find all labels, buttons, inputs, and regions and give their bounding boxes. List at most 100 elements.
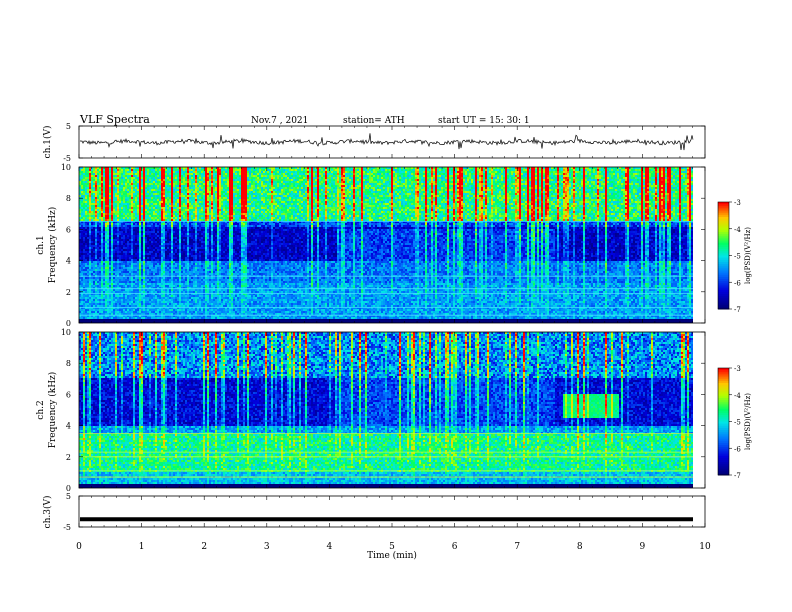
ch1-spectrogram-cell [129,203,131,205]
ch1-spectrogram-cell [109,303,111,305]
ch1-spectrogram-cell [91,191,93,193]
ch1-spectrogram-cell [127,201,129,203]
ch1-spectrogram-cell [137,189,139,191]
ch1-spectrogram-cell [135,281,137,283]
ch1-spectrogram-cell [139,179,141,181]
ch1-spectrogram-cell [121,279,123,281]
ch1-spectrogram-cell [89,211,91,213]
ch1-spectrogram-cell [163,229,165,231]
ch1-spectrogram-cell [119,265,121,267]
ch1-spectrogram-cell [147,285,149,287]
ch1-spectrogram-cell [169,169,171,171]
ch1-spectrogram-cell [109,297,111,299]
ch1-spectrogram-cell [171,285,173,287]
ch1-spectrogram-cell [179,185,181,187]
ch1-spectrogram-cell [115,231,117,233]
ch1-spectrogram-cell [105,213,107,215]
ch1-spectrogram-cell [109,189,111,191]
ch1-spectrogram-cell [117,239,119,241]
ch1-spectrogram-cell [117,201,119,203]
ch1-spectrogram-cell [173,181,175,183]
ch1-spectrogram-cell [105,197,107,199]
ch1-spectrogram-cell [109,191,111,193]
ch1-spectrogram-cell [185,211,187,213]
ch1-spectrogram-cell [149,187,151,189]
ch1-spectrogram-cell [119,237,121,239]
ch1-spectrogram-cell [105,203,107,205]
ch1-spectrogram-cell [127,231,129,233]
ch1-spectrogram-cell [149,239,151,241]
ch1-spectrogram-cell [159,261,161,263]
ch1-spectrogram-cell [145,297,147,299]
ch1-spectrogram-cell [109,245,111,247]
ch1-spectrogram-cell [95,309,97,311]
ch1-spectrogram-cell [117,181,119,183]
ch1-spectrogram-cell [87,281,89,283]
ch1-spectrogram-cell [127,277,129,279]
ch1-spectrogram-cell [125,219,127,221]
ch1-spectrogram-cell [121,171,123,173]
ch1-spectrogram-cell [133,183,135,185]
ch1-spectrogram-cell [125,285,127,287]
ch1-spectrogram-cell [117,265,119,267]
ch1-spectrogram-cell [171,209,173,211]
ch1-spectrogram-cell [183,177,185,179]
ch1-spectrogram-cell [145,199,147,201]
ch1-spectrogram-cell [115,203,117,205]
ch1-spectrogram-cell [147,203,149,205]
ch1-spectrogram-cell [183,289,185,291]
ch1-spectrogram-cell [169,213,171,215]
ch1-spectrogram-cell [165,185,167,187]
ch1-spectrogram-cell [161,233,163,235]
ch1-spectrogram-cell [163,215,165,217]
ch1-spectrogram-cell [99,261,101,263]
ch1-spectrogram-cell [129,229,131,231]
ch1-spectrogram-cell [185,179,187,181]
ch1-spectrogram-cell [81,299,83,301]
ch1-spectrogram-cell [129,183,131,185]
ch1-spectrogram-cell [115,311,117,313]
ch1-spectrogram-cell [159,311,161,313]
ch1-spectrogram-cell [177,253,179,255]
ch1-spectrogram-cell [161,311,163,313]
ch1-spectrogram-cell [117,281,119,283]
ch1-spectrogram-cell [157,241,159,243]
ch1-spectrogram-cell [153,289,155,291]
ch1-spectrogram-cell [139,285,141,287]
ch1-spectrogram-cell [111,281,113,283]
ch1-spectrogram-cell [85,251,87,253]
ch1-spectrogram-cell [157,209,159,211]
ch1-spectrogram-cell [121,237,123,239]
ch1-spectrogram-cell [155,217,157,219]
ch1-spectrogram-cell [165,177,167,179]
ch1-spectrogram-cell [103,199,105,201]
ch1-spectrogram-cell [99,297,101,299]
ch1-spectrogram-cell [81,285,83,287]
ch1-spectrogram-cell [107,219,109,221]
ch1-spectrogram-cell [163,203,165,205]
ch1-spectrogram-cell [177,185,179,187]
ch1-spectrogram-cell [179,243,181,245]
ch1-spectrogram-cell [145,239,147,241]
ch1-spectrogram-cell [111,249,113,251]
ch1-spectrogram-cell [145,295,147,297]
ch1-spectrogram-cell [83,311,85,313]
ch1-spectrogram-cell [159,227,161,229]
ch1-spectrogram-cell [165,203,167,205]
ch1-spectrogram-cell [135,189,137,191]
ch1-spectrogram-cell [131,193,133,195]
ch1-spectrogram-cell [149,177,151,179]
ch1-spectrogram-cell [167,259,169,261]
ch1-spectrogram-cell [113,231,115,233]
ch1-spectrogram-cell [131,177,133,179]
ch1-spectrogram-cell [83,197,85,199]
ch1-spectrogram-cell [177,297,179,299]
ch1-spectrogram-cell [127,257,129,259]
ch1-spectrogram-cell [125,301,127,303]
ch1-spectrogram-cell [149,215,151,217]
ch1-spectrogram-cell [99,195,101,197]
ch1-spectrogram-cell [171,235,173,237]
ch1-spectrogram-cell [149,245,151,247]
ch1-spectrogram-cell [165,209,167,211]
ch1-spectrogram-cell [117,171,119,173]
